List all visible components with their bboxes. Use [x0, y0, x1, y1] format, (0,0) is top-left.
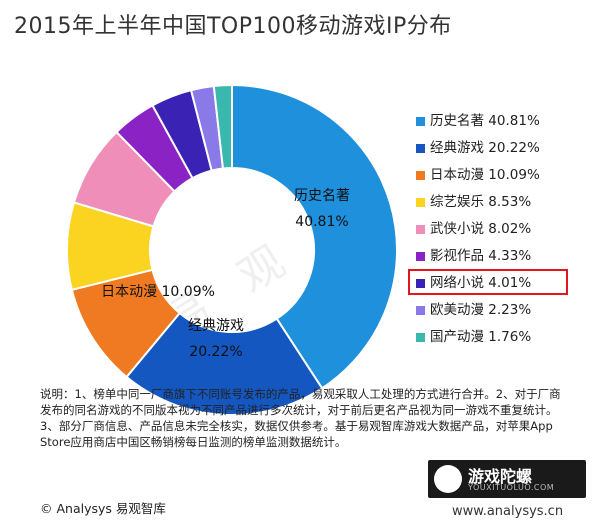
legend-label: 日本动漫 10.09% — [430, 167, 540, 183]
legend-item: 影视作品 4.33% — [408, 245, 588, 267]
spinning-top-icon — [434, 465, 462, 493]
legend-swatch — [416, 198, 425, 207]
donut-slices — [66, 83, 398, 416]
legend-label: 欧美动漫 2.23% — [430, 302, 532, 318]
legend-item: 日本动漫 10.09% — [408, 164, 588, 186]
legend-label: 历史名著 40.81% — [430, 113, 540, 129]
legend-swatch — [416, 279, 425, 288]
slice-labels: 历史名著 40.81% 经典游戏 20.22% 日本动漫 10.09% — [101, 188, 350, 360]
legend-label: 网络小说 4.01% — [430, 275, 532, 291]
legend-highlight-box — [408, 269, 568, 295]
footnote: 说明：1、榜单中同一厂商旗下不同账号发布的产品，易观采取人工处理的方式进行合并。… — [40, 387, 561, 449]
slice-label-name-1: 历史名著 — [294, 188, 350, 204]
copyright: © Analysys 易观智库 — [40, 501, 166, 516]
site-url: www.analysys.cn — [452, 504, 564, 519]
legend-label: 综艺娱乐 8.53% — [430, 194, 532, 210]
logo-text: 游戏陀螺 — [468, 467, 533, 486]
slice-label-name-2: 经典游戏 — [188, 318, 244, 334]
legend-swatch — [416, 333, 425, 342]
slice-label-value-1: 40.81% — [295, 214, 348, 230]
legend-item: 综艺娱乐 8.53% — [408, 191, 588, 213]
legend-label: 武侠小说 8.02% — [430, 221, 532, 237]
legend-swatch — [416, 171, 425, 180]
legend-item: 经典游戏 20.22% — [408, 137, 588, 159]
legend-label: 经典游戏 20.22% — [430, 140, 540, 156]
logo-subtext: YOUXITUOLUO.COM — [468, 483, 555, 492]
legend-item: 欧美动漫 2.23% — [408, 299, 588, 321]
legend-label: 影视作品 4.33% — [430, 248, 532, 264]
donut-slice-1 — [231, 83, 398, 390]
legend-swatch — [416, 117, 425, 126]
legend-swatch — [416, 306, 425, 315]
legend-item: 武侠小说 8.02% — [408, 218, 588, 240]
youxituoluo-logo: 游戏陀螺 YOUXITUOLUO.COM — [428, 460, 586, 498]
legend-swatch — [416, 252, 425, 261]
chart-title: 2015年上半年中国TOP100移动游戏IP分布 — [14, 14, 452, 39]
legend-swatch — [416, 225, 425, 234]
slice-label-3: 日本动漫 10.09% — [101, 284, 215, 300]
legend-item: 国产动漫 1.76% — [408, 326, 588, 348]
donut-slice-9 — [212, 83, 233, 170]
legend-swatch — [416, 144, 425, 153]
donut-slice-2 — [125, 311, 324, 416]
slice-label-value-2: 20.22% — [189, 344, 242, 360]
legend-item: 历史名著 40.81% — [408, 110, 588, 132]
legend-label: 国产动漫 1.76% — [430, 329, 532, 345]
legend-item: 网络小说 4.01% — [408, 269, 588, 295]
